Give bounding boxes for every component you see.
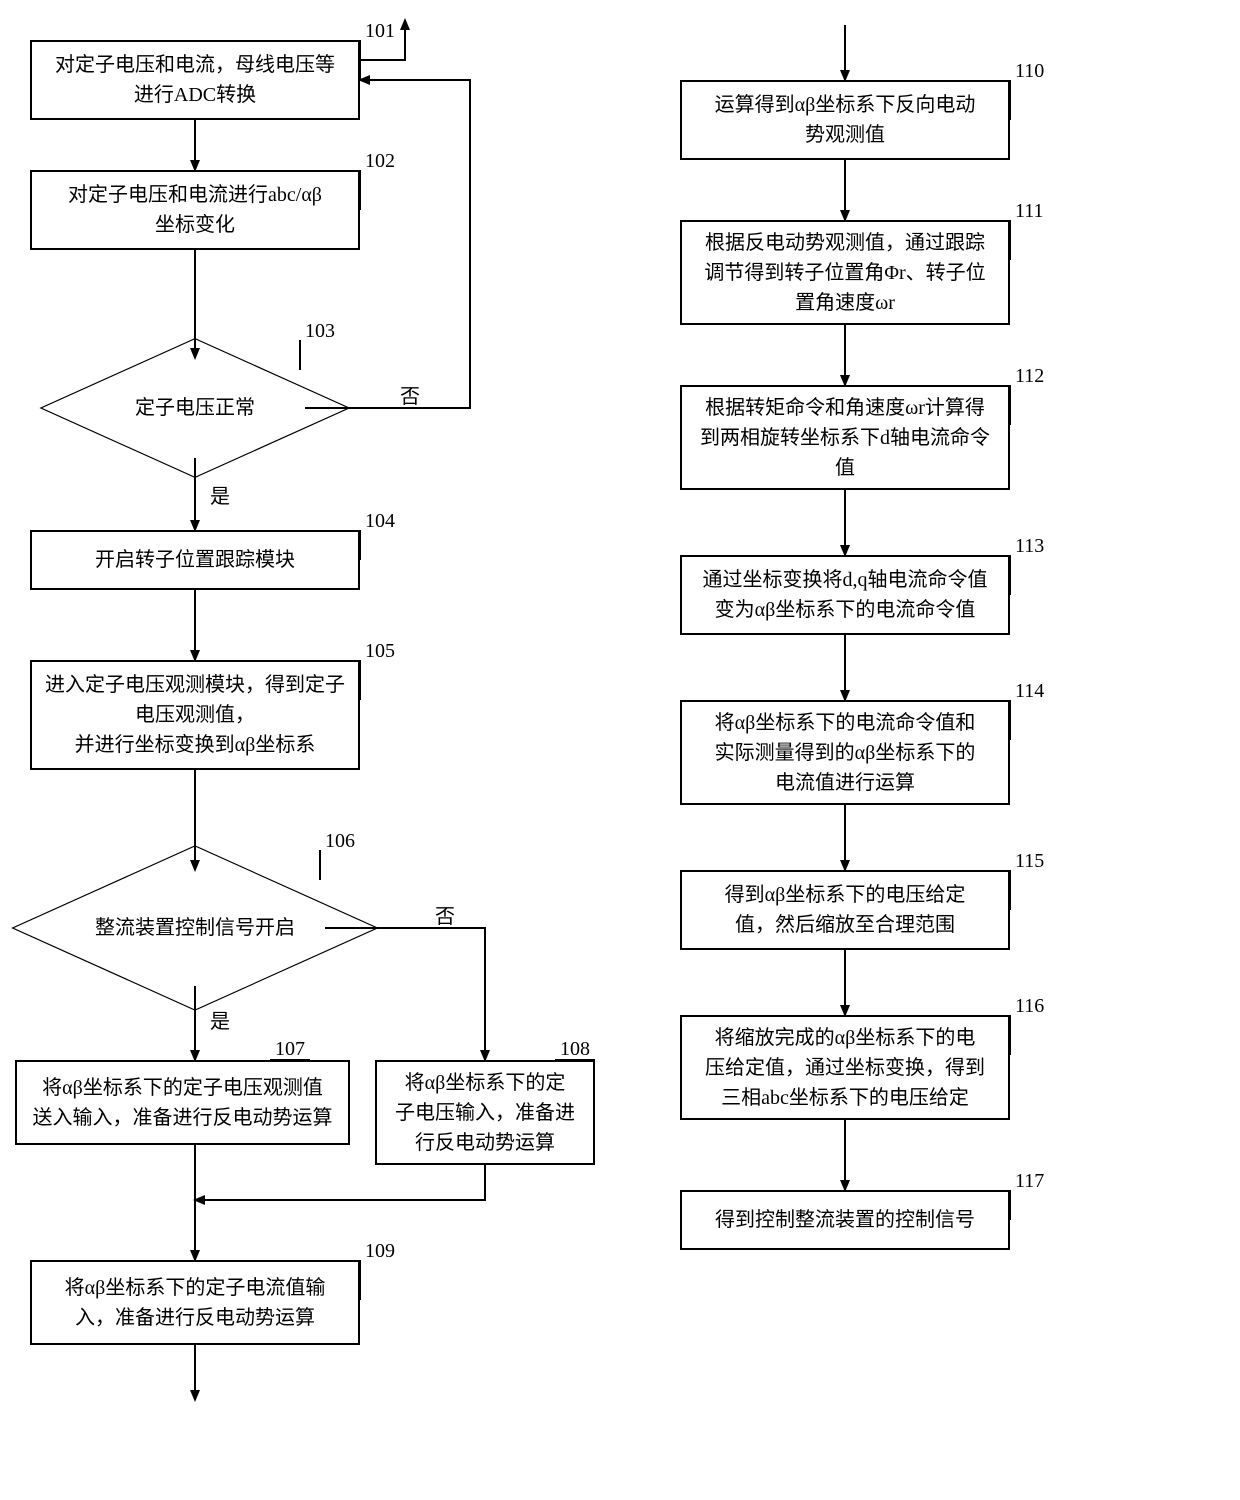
diamond-106: 整流装置控制信号开启 <box>65 798 325 1058</box>
box-102-text: 对定子电压和电流进行abc/αβ坐标变化 <box>68 180 322 240</box>
num-111: 111 <box>1015 200 1044 223</box>
box-113: 通过坐标变换将d,q轴电流命令值变为αβ坐标系下的电流命令值 <box>680 555 1010 635</box>
box-109-text: 将αβ坐标系下的定子电流值输入，准备进行反电动势运算 <box>65 1273 326 1333</box>
box-105-text: 进入定子电压观测模块，得到定子电压观测值，并进行坐标变换到αβ坐标系 <box>45 670 345 760</box>
d103-yes: 是 <box>210 480 230 509</box>
box-109: 将αβ坐标系下的定子电流值输入，准备进行反电动势运算 <box>30 1260 360 1345</box>
box-110: 运算得到αβ坐标系下反向电动势观测值 <box>680 80 1010 160</box>
diamond-103-text: 定子电压正常 <box>135 394 255 422</box>
box-104: 开启转子位置跟踪模块 <box>30 530 360 590</box>
num-106: 106 <box>325 830 355 853</box>
box-114: 将αβ坐标系下的电流命令值和实际测量得到的αβ坐标系下的电流值进行运算 <box>680 700 1010 805</box>
num-117: 117 <box>1015 1170 1044 1193</box>
num-114: 114 <box>1015 680 1044 703</box>
box-101: 对定子电压和电流，母线电压等进行ADC转换 <box>30 40 360 120</box>
num-112: 112 <box>1015 365 1044 388</box>
box-114-text: 将αβ坐标系下的电流命令值和实际测量得到的αβ坐标系下的电流值进行运算 <box>715 708 976 798</box>
box-113-text: 通过坐标变换将d,q轴电流命令值变为αβ坐标系下的电流命令值 <box>703 565 988 625</box>
diamond-106-text: 整流装置控制信号开启 <box>95 914 295 942</box>
box-110-text: 运算得到αβ坐标系下反向电动势观测值 <box>715 90 976 150</box>
num-116: 116 <box>1015 995 1044 1018</box>
num-104: 104 <box>365 510 395 533</box>
box-107-text: 将αβ坐标系下的定子电压观测值送入输入，准备进行反电动势运算 <box>33 1073 333 1133</box>
num-109: 109 <box>365 1240 395 1263</box>
num-103: 103 <box>305 320 335 343</box>
box-112-text: 根据转矩命令和角速度ωr计算得到两相旋转坐标系下d轴电流命令值 <box>700 393 990 483</box>
num-110: 110 <box>1015 60 1044 83</box>
d106-no: 否 <box>435 900 455 929</box>
num-102: 102 <box>365 150 395 173</box>
box-117: 得到控制整流装置的控制信号 <box>680 1190 1010 1250</box>
num-115: 115 <box>1015 850 1044 873</box>
box-115-text: 得到αβ坐标系下的电压给定值，然后缩放至合理范围 <box>725 880 966 940</box>
box-108-text: 将αβ坐标系下的定子电压输入，准备进行反电动势运算 <box>395 1068 575 1158</box>
box-104-text: 开启转子位置跟踪模块 <box>95 545 295 575</box>
box-116-text: 将缩放完成的αβ坐标系下的电压给定值，通过坐标变换，得到三相abc坐标系下的电压… <box>705 1023 985 1113</box>
box-107: 将αβ坐标系下的定子电压观测值送入输入，准备进行反电动势运算 <box>15 1060 350 1145</box>
d103-no: 否 <box>400 380 420 409</box>
diamond-103: 定子电压正常 <box>85 298 305 518</box>
num-107: 107 <box>275 1038 305 1061</box>
box-116: 将缩放完成的αβ坐标系下的电压给定值，通过坐标变换，得到三相abc坐标系下的电压… <box>680 1015 1010 1120</box>
box-111-text: 根据反电动势观测值，通过跟踪调节得到转子位置角Φr、转子位置角速度ωr <box>704 228 985 318</box>
box-115: 得到αβ坐标系下的电压给定值，然后缩放至合理范围 <box>680 870 1010 950</box>
num-113: 113 <box>1015 535 1044 558</box>
box-117-text: 得到控制整流装置的控制信号 <box>715 1205 975 1235</box>
num-105: 105 <box>365 640 395 663</box>
box-108: 将αβ坐标系下的定子电压输入，准备进行反电动势运算 <box>375 1060 595 1165</box>
d106-yes: 是 <box>210 1005 230 1034</box>
num-108: 108 <box>560 1038 590 1061</box>
box-101-text: 对定子电压和电流，母线电压等进行ADC转换 <box>55 50 335 110</box>
flowchart-canvas: 对定子电压和电流，母线电压等进行ADC转换 101 对定子电压和电流进行abc/… <box>0 0 1240 1500</box>
box-102: 对定子电压和电流进行abc/αβ坐标变化 <box>30 170 360 250</box>
box-105: 进入定子电压观测模块，得到定子电压观测值，并进行坐标变换到αβ坐标系 <box>30 660 360 770</box>
num-101: 101 <box>365 20 395 43</box>
box-112: 根据转矩命令和角速度ωr计算得到两相旋转坐标系下d轴电流命令值 <box>680 385 1010 490</box>
box-111: 根据反电动势观测值，通过跟踪调节得到转子位置角Φr、转子位置角速度ωr <box>680 220 1010 325</box>
